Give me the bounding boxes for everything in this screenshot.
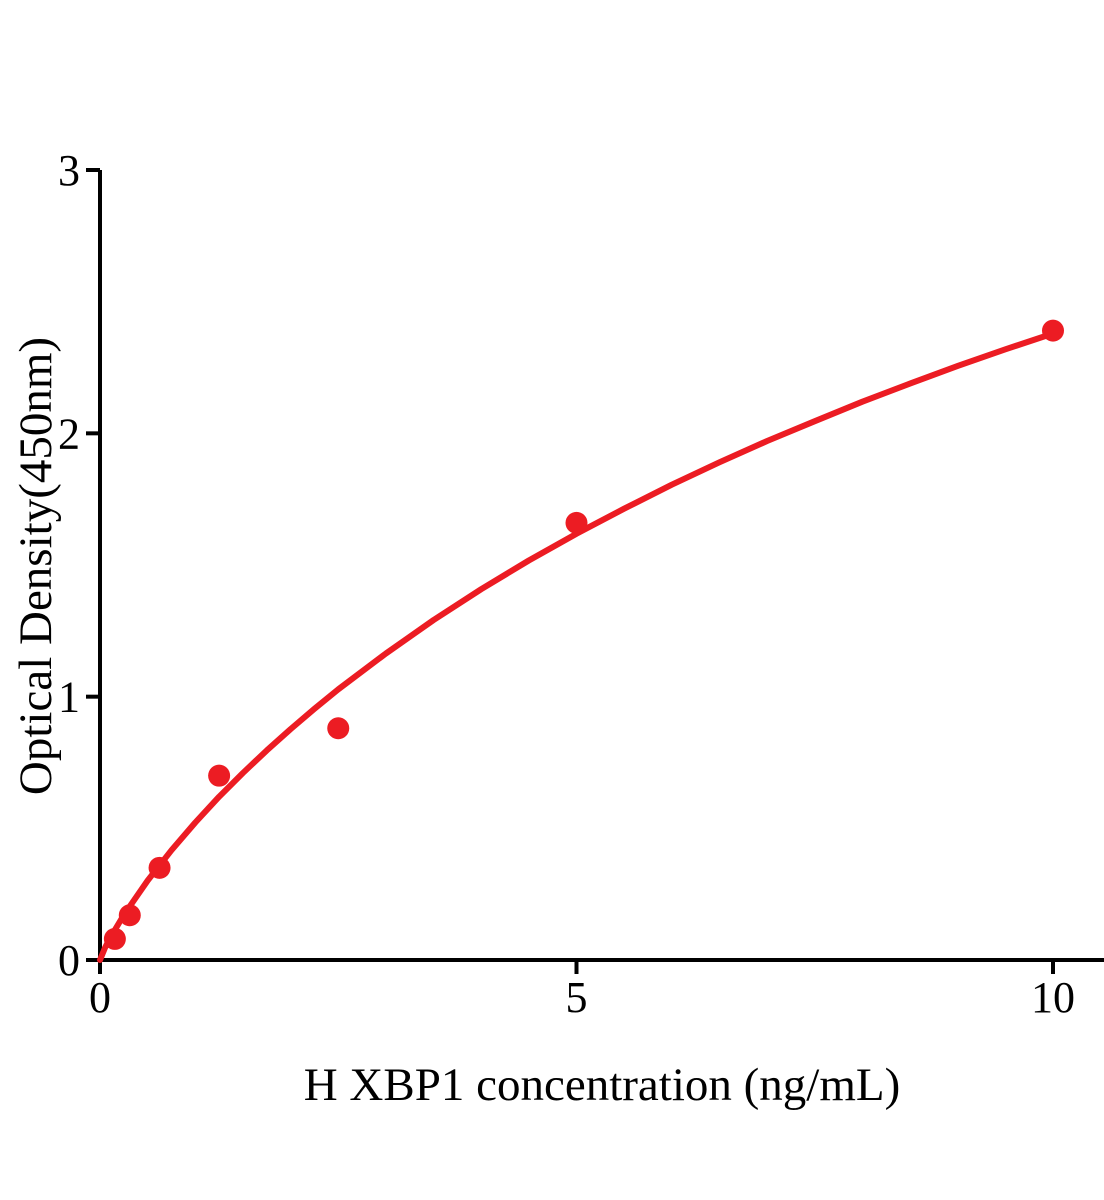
data-point	[1042, 319, 1064, 342]
data-point	[103, 927, 126, 950]
y-tick-label: 0	[58, 936, 80, 985]
data-point	[118, 904, 141, 927]
data-point	[208, 764, 231, 787]
x-tick-label: 10	[1031, 973, 1075, 1022]
data-point	[148, 856, 171, 879]
y-tick-label: 3	[58, 146, 80, 195]
x-tick-label: 0	[89, 973, 111, 1022]
y-tick-label: 1	[58, 673, 80, 722]
x-tick-label: 5	[566, 973, 588, 1022]
x-axis-title: H XBP1 concentration (ng/mL)	[303, 1059, 901, 1111]
y-axis-title: Optical Density(450nm)	[10, 336, 62, 796]
fit-curve-line	[97, 330, 1056, 963]
data-point	[565, 511, 588, 534]
data-point	[327, 717, 350, 740]
y-tick-label: 2	[58, 409, 80, 458]
